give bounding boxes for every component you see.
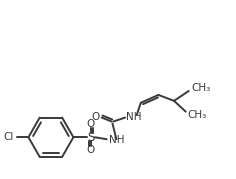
- Text: O: O: [87, 119, 95, 129]
- Text: NH: NH: [126, 112, 142, 122]
- Text: CH₃: CH₃: [192, 83, 211, 93]
- Text: O: O: [92, 112, 100, 122]
- Text: S: S: [87, 131, 95, 144]
- Text: CH₃: CH₃: [188, 110, 207, 120]
- Text: O: O: [87, 145, 95, 155]
- Text: Cl: Cl: [3, 132, 14, 142]
- Text: NH: NH: [109, 135, 124, 145]
